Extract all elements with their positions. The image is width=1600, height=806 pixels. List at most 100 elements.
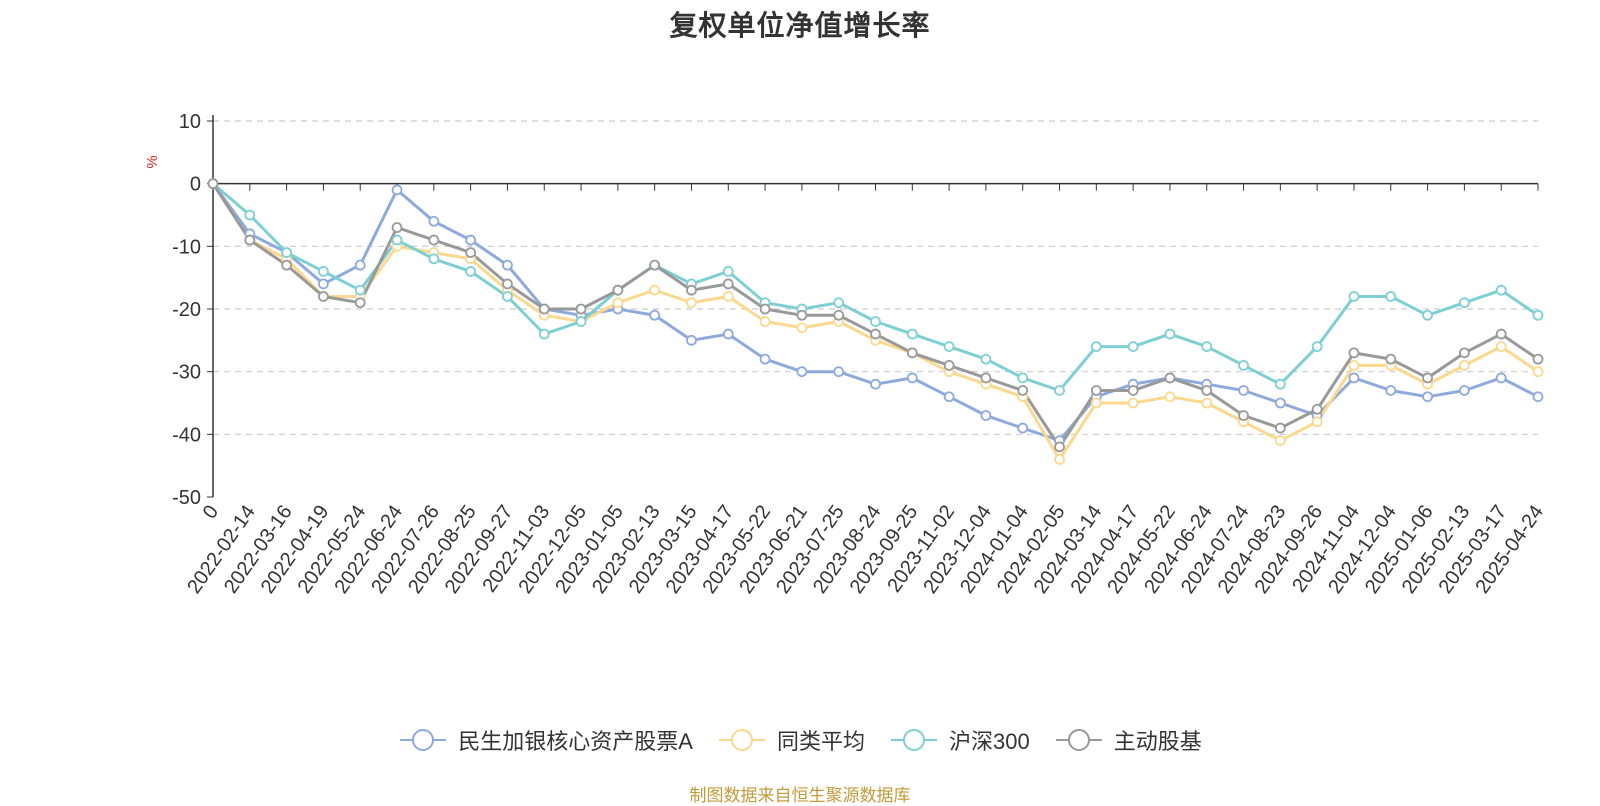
data-point: [1311, 341, 1323, 353]
data-point: [759, 303, 771, 315]
data-point: [465, 234, 477, 246]
data-point: [722, 291, 734, 302]
data-point: [649, 259, 661, 271]
data-point: [759, 316, 771, 327]
data-point: [722, 328, 734, 340]
data-point: [870, 378, 881, 390]
y-tick-label: -50: [172, 487, 201, 509]
data-point: [1495, 284, 1507, 296]
series-line-2: [212, 182, 1539, 392]
data-point: [1201, 385, 1213, 396]
data-point: [1090, 385, 1102, 396]
data-point: [1054, 453, 1065, 465]
data-point: [649, 284, 661, 296]
legend-item[interactable]: 同类平均: [717, 724, 865, 756]
data-point: [796, 309, 808, 321]
data-point: [1054, 441, 1065, 453]
legend-label: 民生加银核心资产股票A: [458, 729, 693, 754]
data-point: [1274, 422, 1286, 434]
legend-line-circle-icon: [400, 729, 447, 751]
chart-title: 复权单位净值增长率: [669, 10, 931, 41]
data-point: [391, 234, 403, 246]
legend-label: 沪深300: [948, 729, 1030, 754]
data-point: [1385, 353, 1397, 365]
data-point: [1090, 397, 1102, 409]
data-point: [1532, 391, 1544, 403]
data-point: [980, 372, 992, 384]
data-point: [1385, 385, 1397, 396]
data-point: [575, 303, 587, 315]
data-point: [796, 322, 808, 334]
data-point: [428, 234, 440, 246]
data-point: [1348, 359, 1360, 371]
legend-item[interactable]: 民生加银核心资产股票A: [398, 724, 693, 756]
y-axis-label: %: [144, 155, 161, 168]
data-point: [833, 297, 845, 309]
data-point: [1238, 359, 1249, 371]
data-point: [1017, 372, 1029, 384]
data-point: [612, 297, 624, 309]
legend: 民生加银核心资产股票A 同类平均 沪深300 主动股基: [0, 724, 1600, 756]
data-point: [833, 366, 845, 378]
data-point: [1164, 328, 1176, 340]
data-point: [1422, 372, 1433, 384]
data-point: [649, 309, 661, 321]
data-point: [1422, 309, 1433, 321]
data-point: [1348, 347, 1360, 359]
legend-item[interactable]: 主动股基: [1054, 724, 1202, 756]
data-point: [906, 372, 918, 384]
data-point: [575, 316, 587, 327]
y-tick-label: -40: [172, 424, 201, 446]
data-point: [1127, 385, 1139, 396]
data-point: [354, 259, 366, 271]
data-point: [906, 328, 918, 340]
data-point: [1127, 341, 1139, 353]
data-point: [281, 259, 293, 271]
data-point: [244, 234, 256, 246]
data-point: [943, 341, 955, 353]
data-point: [502, 278, 513, 290]
data-point: [1090, 341, 1102, 353]
series-lines: [207, 178, 1544, 465]
data-point: [318, 265, 329, 277]
x-tick-label: 0: [199, 501, 223, 523]
data-point: [1238, 410, 1249, 421]
data-point: [833, 309, 845, 321]
data-point: [1311, 403, 1323, 415]
data-point: [870, 328, 881, 340]
data-point: [1532, 366, 1544, 378]
data-point: [1385, 291, 1397, 302]
data-point: [722, 265, 734, 277]
y-axis: 10 0 -10 -20 -30 -40 -50: [172, 111, 214, 509]
legend-line-circle-icon: [1055, 729, 1102, 751]
data-point: [759, 353, 771, 365]
data-point: [318, 278, 329, 290]
data-point: [1274, 435, 1286, 447]
data-point: [1422, 391, 1433, 403]
data-point: [1164, 391, 1176, 403]
legend-item[interactable]: 沪深300: [889, 724, 1030, 756]
data-point: [1495, 328, 1507, 340]
data-point: [612, 284, 624, 296]
data-point: [391, 222, 403, 233]
data-point: [1458, 359, 1470, 371]
data-point: [1017, 422, 1029, 434]
data-point: [1348, 291, 1360, 302]
legend-line-circle-icon: [718, 729, 765, 751]
line-chart: 100-10-20-30-40-50 02022-02-142022-03-16…: [144, 111, 1548, 598]
data-point: [1458, 297, 1470, 309]
data-point: [538, 328, 550, 340]
data-point: [1127, 397, 1139, 409]
data-point: [1164, 372, 1176, 384]
data-point: [538, 303, 550, 315]
data-point: [465, 265, 477, 277]
data-point: [428, 253, 440, 265]
data-point: [502, 259, 513, 271]
data-point: [1458, 347, 1470, 359]
y-tick-label: 0: [190, 174, 201, 196]
data-point: [943, 391, 955, 403]
legend-line-circle-icon: [890, 729, 937, 751]
data-source-note: 制图数据来自恒生聚源数据库: [689, 786, 911, 805]
data-point: [1495, 341, 1507, 353]
data-point: [354, 297, 366, 309]
